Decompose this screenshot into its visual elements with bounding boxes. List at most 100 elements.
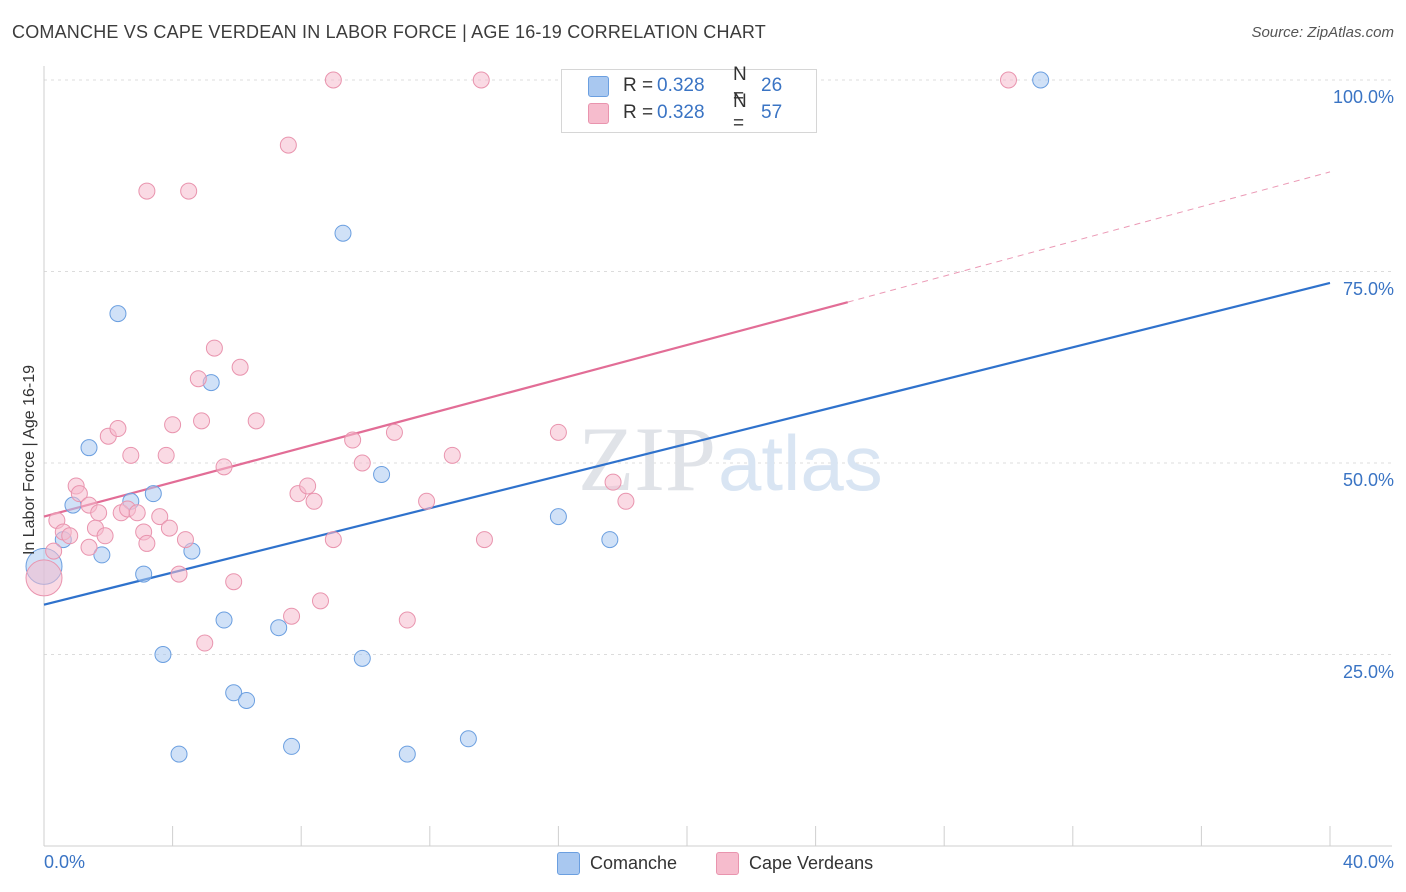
trendline-cape-verdeans [43,301,849,518]
legend-n-value: 57 [761,102,783,123]
legend-row-comanche: R = 0.328 N = 26 [588,64,837,107]
point-cape-verdeans-52 [549,423,567,441]
point-comanche-23 [549,508,567,526]
legend-n-label: N = [733,91,747,134]
y-tick-label-2: 50.0% [1342,470,1394,490]
point-comanche-5 [109,305,127,323]
legend-swatch-cape-verdeans [588,102,609,124]
x-tick-max: 40.0% [1342,852,1394,872]
point-cape-verdeans-43 [324,531,342,549]
watermark-atlas: atlas [718,419,883,507]
point-comanche-24 [601,531,619,549]
point-cape-verdeans-42 [324,71,342,89]
point-cape-verdeans-8 [80,538,98,556]
y-tick-label-0: 100.0% [1332,87,1394,107]
point-cape-verdeans-25 [170,565,188,583]
legend-label-cape-verdeans: Cape Verdeans [749,853,874,873]
point-cape-verdeans-39 [299,477,317,495]
point-comanche-10 [170,745,188,763]
point-cape-verdeans-4 [61,527,79,545]
point-cape-verdeans-6 [70,485,88,503]
point-comanche-16 [270,619,288,637]
series-legend-comanche: Comanche [557,852,677,875]
point-cape-verdeans-21 [151,508,169,526]
point-comanche-9 [154,646,172,663]
point-cape-verdeans-41 [311,592,329,610]
point-cape-verdeans-35 [247,412,265,430]
point-comanche-4 [93,546,111,564]
legend-r-value: 0.328 [657,102,705,123]
point-cape-verdeans-31 [205,339,223,357]
series-legend-cape-verdeans: Cape Verdeans [716,852,873,875]
point-comanche-19 [353,649,371,667]
y-axis-label: In Labor Force | Age 16-19 [21,364,38,556]
point-cape-verdeans-34 [231,358,249,376]
legend-swatch-cape-verdeans [716,852,739,875]
watermark-zip: ZIP [578,408,716,510]
y-tick-label-1: 75.0% [1342,278,1394,299]
point-cape-verdeans-1 [45,542,63,560]
legend-swatch-comanche [588,75,609,97]
point-comanche-17 [283,737,301,755]
point-comanche-13 [215,611,233,629]
point-cape-verdeans-47 [398,611,416,629]
point-cape-verdeans-37 [283,607,301,625]
source-note: Source: ZipAtlas.com [1251,24,1394,41]
point-cape-verdeans-49 [443,446,461,464]
trendline-extension-cape-verdeans [847,171,1331,303]
point-comanche-22 [459,730,477,748]
axes [43,66,1392,847]
trendline-comanche [43,281,1331,606]
point-comanche-25 [1032,71,1050,89]
legend-n-value: 26 [761,75,783,96]
point-cape-verdeans-16 [122,446,140,464]
point-cape-verdeans-50 [472,71,490,89]
point-cape-verdeans-56 [1000,71,1017,89]
point-cape-verdeans-32 [215,458,233,476]
point-cape-verdeans-40 [305,492,323,510]
legend-r-value: 0.328 [657,75,705,96]
point-cape-verdeans-17 [128,504,146,522]
point-cape-verdeans-26 [176,531,194,549]
point-cape-verdeans-27 [180,182,198,200]
legend-row-cape-verdeans: R = 0.328 N = 57 [588,91,837,134]
point-cape-verdeans-13 [109,420,127,438]
point-cape-verdeans-30 [196,634,214,652]
point-comanche-14 [225,684,243,702]
point-cape-verdeans-10 [90,504,108,522]
point-cape-verdeans-19 [138,534,156,552]
legend-r-label: R = [623,75,654,96]
point-cape-verdeans-53 [604,473,622,491]
y-tick-label-3: 25.0% [1342,661,1394,682]
point-comanche-18 [334,224,352,242]
point-cape-verdeans-51 [475,531,493,549]
point-comanche-8 [144,485,162,503]
point-comanche-3 [80,439,98,457]
legend-n-label: N = [733,64,747,107]
point-cape-verdeans-36 [279,136,297,154]
stats-legend: R = 0.328 N = 26 R = 0.328 N = 57 [561,64,817,134]
point-cape-verdeans-48 [418,492,436,510]
legend-r-label: R = [623,102,654,123]
point-comanche-7 [135,565,153,583]
point-cape-verdeans-33 [225,573,243,591]
point-cape-verdeans-20 [138,182,156,200]
point-cape-verdeans-23 [160,519,178,537]
point-comanche-21 [398,745,416,763]
point-cape-verdeans-44 [344,431,362,449]
point-comanche-20 [373,465,391,483]
data-points [25,71,1050,763]
point-comanche-15 [238,691,256,709]
point-cape-verdeans-45 [353,454,371,472]
point-cape-verdeans-0 [25,559,63,597]
point-cape-verdeans-29 [193,412,211,430]
legend-label-comanche: Comanche [590,853,678,873]
trend-lines [43,171,1331,606]
x-tick-min: 0.0% [44,852,86,872]
point-cape-verdeans-46 [385,423,403,441]
chart-title: COMANCHE VS CAPE VERDEAN IN LABOR FORCE … [12,22,766,42]
point-cape-verdeans-28 [189,370,207,388]
point-cape-verdeans-11 [96,527,114,545]
point-cape-verdeans-24 [164,416,182,434]
